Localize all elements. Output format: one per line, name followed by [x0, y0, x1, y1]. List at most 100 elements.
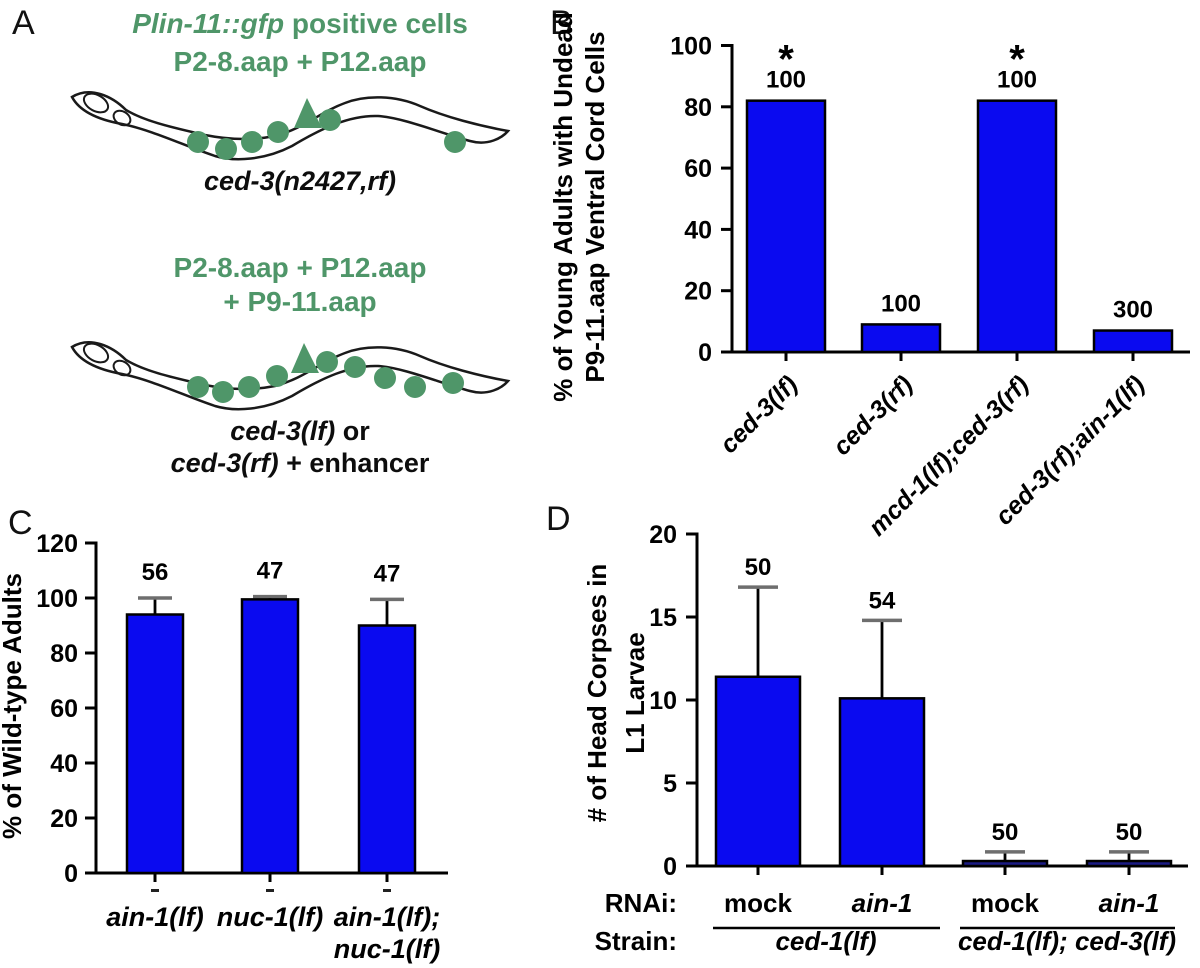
- y-tick-label: 20: [649, 521, 677, 549]
- worm2-cells-label-line1: P2-8.aap + P12.aap: [173, 252, 427, 283]
- y-tick-label: 40: [684, 216, 712, 244]
- y-axis-title: % of Young Adults with Undead: [548, 12, 578, 402]
- category-label: nuc-1(lf): [217, 902, 323, 932]
- bar: [1085, 859, 1173, 868]
- worm-diagram-2: [70, 341, 511, 411]
- pharynx-bulb-icon: [82, 342, 110, 364]
- y-tick-label: 15: [649, 604, 677, 632]
- rnai-value-label: ain-1: [852, 888, 913, 918]
- sample-size-label: 50: [1116, 819, 1143, 846]
- y-tick-label: 0: [663, 853, 677, 881]
- panel-a-title: Plin-11::gfp positive cells: [110, 8, 490, 40]
- y-tick-label: 20: [684, 278, 712, 306]
- rnai-value-label: mock: [724, 888, 792, 918]
- category-minor-mark: [151, 889, 159, 892]
- pharynx-bulb-icon: [82, 92, 110, 114]
- bar: [745, 99, 827, 354]
- worm2-genotype-1: ced-3(lf): [230, 416, 336, 446]
- panel-letter-c: C: [8, 504, 33, 542]
- bar: [240, 598, 300, 875]
- y-tick-label: 0: [64, 860, 78, 888]
- worm1-genotype: ced-3(n2427,rf): [203, 166, 397, 196]
- sample-size-label: 56: [142, 559, 169, 586]
- pharynx-terminal-bulb-icon: [112, 359, 132, 377]
- rnai-row-label: RNAi:: [605, 888, 677, 918]
- bar: [357, 624, 417, 875]
- panel-letter-d: D: [546, 500, 571, 538]
- panel-letter-b: B: [550, 4, 573, 42]
- y-axis-title: P9-11.aap Ventral Cord Cells: [580, 31, 610, 382]
- worm2-genotype-caption-line2: ced-3(rf) + enhancer: [100, 448, 500, 479]
- sample-size-label: 50: [992, 819, 1019, 846]
- worm-diagram-1: [70, 91, 511, 161]
- y-tick-label: 5: [663, 770, 677, 798]
- category-label: nuc-1(lf): [334, 934, 440, 964]
- gfp-positive-cell-triangle: [291, 343, 319, 373]
- category-label: ain-1(lf);: [334, 902, 440, 932]
- sample-size-label: 300: [1113, 297, 1153, 324]
- significance-star: *: [778, 38, 794, 82]
- bar: [125, 613, 185, 875]
- category-minor-mark: [266, 889, 274, 892]
- strain-group-label: ced-1(lf): [775, 926, 876, 956]
- pharynx-terminal-bulb-icon: [112, 109, 132, 127]
- y-tick-label: 100: [670, 33, 712, 61]
- worm2-genotype-1-rest: or: [335, 416, 370, 446]
- category-label: mcd-1(lf);ced-3(rf): [863, 370, 1034, 541]
- gfp-positive-cell-dots: [187, 343, 464, 403]
- y-tick-label: 80: [50, 640, 78, 668]
- y-axis-title: # of Head Corpses in: [582, 564, 612, 823]
- gfp-positive-cell-dots: [187, 98, 466, 160]
- bar: [838, 697, 926, 868]
- chart-D: 0 5 10 15 20 # of Head Corpses in L1 Larvae 50 5…: [582, 521, 1188, 956]
- y-tick-label: 0: [698, 339, 712, 367]
- sample-size-label: 54: [869, 587, 896, 614]
- worm-body-outline: [70, 341, 511, 411]
- bar: [860, 323, 942, 354]
- y-tick-label: 60: [50, 695, 78, 723]
- sample-size-label: 47: [257, 558, 284, 585]
- worm2-genotype-caption-line1: ced-3(lf) or: [100, 416, 500, 447]
- sample-size-label: 100: [881, 290, 921, 317]
- y-tick-label: 120: [36, 530, 78, 558]
- gfp-reporter-name: Plin-11::gfp: [132, 8, 285, 39]
- sample-size-label: 50: [745, 554, 772, 581]
- y-tick-label: 80: [684, 94, 712, 122]
- y-tick-label: 40: [50, 750, 78, 778]
- sample-size-label: 100: [997, 67, 1037, 94]
- gfp-positive-cell-triangle: [294, 98, 322, 128]
- category-minor-mark: [383, 889, 391, 892]
- worm1-cells-label: P2-8.aap + P12.aap: [173, 46, 427, 77]
- y-axis-title: % of Wild-type Adults: [0, 573, 27, 839]
- worm2-cells-label-line2: + P9-11.aap: [223, 286, 377, 317]
- worm2-genotype-2: ced-3(rf): [170, 448, 279, 478]
- worm-body-outline: [70, 91, 511, 161]
- worm1-genotype-caption: ced-3(n2427,rf): [140, 166, 460, 197]
- category-label: ced-3(lf): [715, 370, 804, 459]
- sample-size-label: 100: [766, 67, 806, 94]
- gfp-title-rest: positive cells: [284, 8, 468, 39]
- y-tick-label: 20: [50, 805, 78, 833]
- significance-star: *: [1009, 38, 1025, 82]
- category-label: ced-3(rf);ain-1(lf): [990, 370, 1150, 530]
- bar: [714, 675, 802, 868]
- bar: [1092, 329, 1174, 354]
- rnai-value-label: ain-1: [1099, 888, 1160, 918]
- category-label: ced-3(rf): [828, 370, 919, 461]
- bar: [976, 99, 1058, 354]
- y-tick-label: 100: [36, 585, 78, 613]
- y-tick-label: 60: [684, 155, 712, 183]
- strain-row-label: Strain:: [595, 926, 677, 956]
- y-tick-label: 10: [649, 687, 677, 715]
- panel-letter-a: A: [12, 4, 35, 42]
- rnai-value-label: mock: [971, 888, 1039, 918]
- category-label: ain-1(lf): [106, 902, 204, 932]
- y-axis-title: L1 Larvae: [620, 632, 650, 753]
- chart-C: 0 20 40 60 80 100 120 % of Wild-type Adults 56 47…: [0, 530, 448, 964]
- sample-size-label: 47: [374, 560, 401, 587]
- bar: [961, 859, 1049, 868]
- strain-group-label: ced-1(lf); ced-3(lf): [958, 926, 1176, 956]
- chart-B: 0 20 40 60 80 100 % of Young Adults with Undea…: [548, 12, 1190, 541]
- worm2-genotype-2-rest: + enhancer: [278, 448, 430, 478]
